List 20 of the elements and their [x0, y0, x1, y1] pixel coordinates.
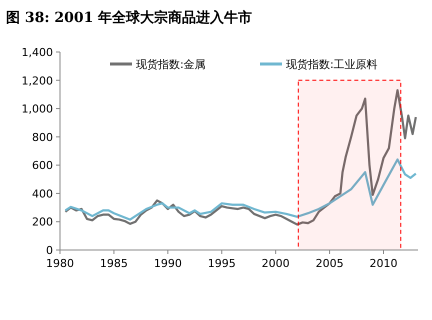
legend-label: 现货指数:金属	[136, 58, 206, 71]
line-series	[64, 158, 417, 221]
x-tick-label: 1985	[100, 257, 128, 270]
x-tick-label: 1990	[154, 257, 182, 270]
y-tick-label: 800	[32, 130, 53, 144]
y-tick-label: 1,400	[22, 46, 53, 59]
y-tick-label: 200	[32, 216, 53, 229]
x-tick-label: 1995	[208, 257, 236, 270]
x-tick-label: 2000	[262, 257, 290, 270]
y-tick-label: 0	[46, 244, 53, 257]
line-series	[64, 89, 417, 226]
legend-label: 现货指数:工业原料	[286, 58, 378, 71]
x-tick-label: 1980	[46, 257, 74, 270]
chart-title: 图 38: 2001 年全球大宗商品进入牛市	[6, 9, 252, 26]
y-tick-label: 400	[32, 187, 53, 200]
y-tick-label: 1,000	[22, 102, 53, 116]
x-tick-label: 2005	[316, 257, 344, 270]
y-tick-label: 600	[32, 159, 53, 172]
x-tick-label: 2010	[369, 257, 398, 270]
y-tick-label: 1,200	[22, 74, 53, 88]
